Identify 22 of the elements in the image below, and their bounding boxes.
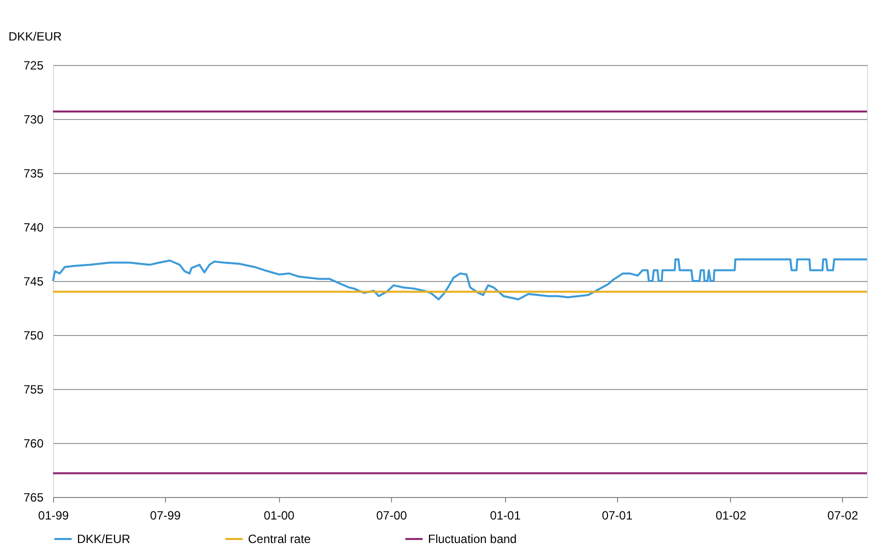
legend-label: Central rate — [248, 532, 312, 546]
x-tick-label: 07-01 — [602, 508, 633, 522]
y-tick-label: 760 — [23, 436, 44, 450]
y-tick-label: 735 — [23, 166, 44, 180]
y-tick-label: 740 — [23, 220, 44, 234]
y-tick-label: 755 — [23, 382, 44, 396]
y-tick-label: 725 — [23, 58, 44, 72]
x-tick-label: 01-99 — [38, 508, 70, 522]
x-tick-label: 01-02 — [716, 508, 747, 522]
legend-label: Fluctuation band — [428, 532, 517, 546]
x-tick-label: 01-01 — [490, 508, 521, 522]
x-tick-label: 07-02 — [827, 508, 858, 522]
y-axis-title: DKK/EUR — [8, 30, 62, 44]
y-tick-label: 730 — [23, 112, 44, 126]
line-series — [52, 258, 868, 300]
legend-label: DKK/EUR — [77, 532, 131, 546]
y-tick-label: 745 — [23, 274, 44, 288]
x-tick-label: 07-99 — [150, 508, 182, 522]
x-tick-label: 01-00 — [264, 508, 295, 522]
y-tick-label: 750 — [23, 328, 44, 342]
y-tick-label: 765 — [23, 490, 44, 504]
x-tick-label: 07-00 — [376, 508, 408, 522]
